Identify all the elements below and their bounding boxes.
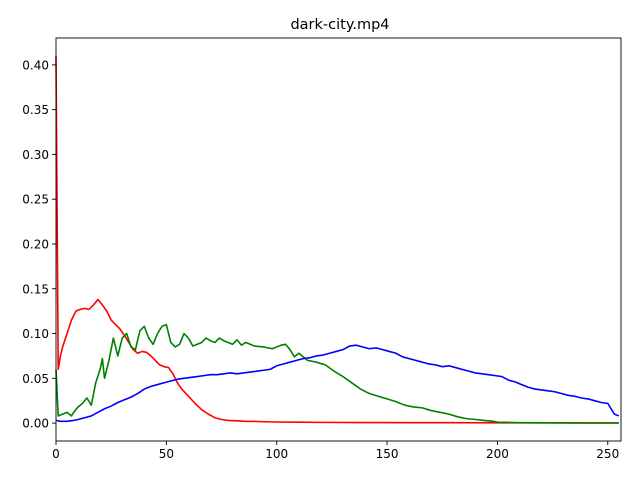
y-tick-label: 0.40 [22,58,49,72]
x-tick-label: 0 [52,447,60,461]
x-tick-label: 150 [376,447,399,461]
x-tick-label: 100 [265,447,288,461]
series-line-0 [55,55,619,424]
x-tick-label: 50 [159,447,174,461]
y-tick-label: 0.05 [22,372,49,386]
series-line-1 [55,323,619,424]
x-tick-label: 250 [596,447,619,461]
y-tick-label: 0.15 [22,282,49,296]
y-tick-label: 0.25 [22,193,49,207]
chart-title: dark-city.mp4 [290,17,389,33]
axes-layer: 0 50 100 150 200 250 0.00 0.05 0.10 0.15 0.20 0.25 0… [22,37,622,461]
y-tick-label: 0.35 [22,103,49,117]
y-tick-label: 0.10 [22,327,49,341]
x-tick-label: 200 [486,447,509,461]
series-layer [55,55,620,424]
y-tick-label: 0.30 [22,148,49,162]
series-line-2 [55,344,620,423]
axes-frame [55,37,622,442]
y-tick-label: 0.00 [22,417,49,431]
y-tick-label: 0.20 [22,237,49,251]
